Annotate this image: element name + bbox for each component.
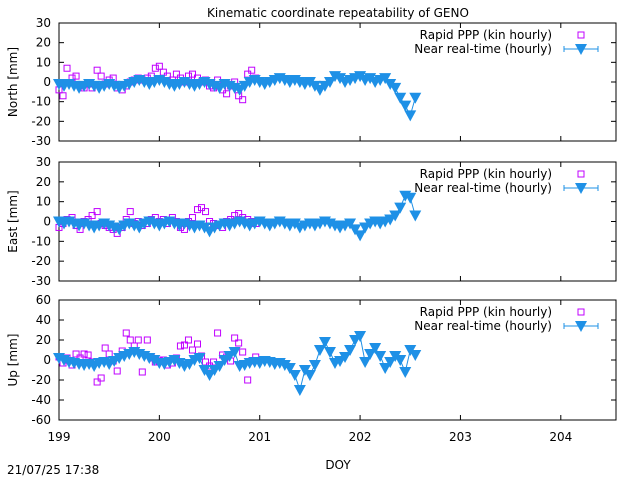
y-tick-label: -10 — [31, 234, 51, 248]
rapid-ppp-point — [194, 341, 200, 347]
x-axis-label: DOY — [325, 458, 351, 472]
nrt-point — [314, 345, 326, 356]
y-tick-label: 30 — [36, 16, 51, 30]
legend-label-rapid-ppp: Rapid PPP (kin hourly) — [420, 305, 552, 319]
rapid-ppp-point — [127, 337, 133, 343]
y-tick-label: 20 — [36, 36, 51, 50]
legend-label-rapid-ppp: Rapid PPP (kin hourly) — [420, 167, 552, 181]
rapid-ppp-point — [94, 67, 100, 73]
rapid-ppp-point — [139, 369, 145, 375]
up-panel: 60 40 20 0 -20 -40 -60 Up [mm] Rapid PPP (kin ho… — [6, 293, 616, 427]
x-tick-label: 201 — [248, 430, 271, 444]
rapid-ppp-point — [224, 91, 230, 97]
rapid-ppp-point — [215, 330, 221, 336]
nrt-point — [404, 110, 416, 121]
x-tick-label: 200 — [148, 430, 171, 444]
nrt-point — [289, 370, 301, 381]
y-tick-label: 60 — [36, 293, 51, 307]
y-axis-label: East [mm] — [6, 190, 20, 252]
x-tick-labels: 199 200 201 202 203 204 — [48, 430, 573, 444]
x-tick-label: 204 — [549, 430, 572, 444]
rapid-ppp-point — [236, 211, 242, 217]
legend-label-rapid-ppp: Rapid PPP (kin hourly) — [420, 28, 552, 42]
y-axis-label: Up [mm] — [6, 334, 20, 387]
nrt-point — [294, 385, 306, 396]
rapid-ppp-point — [64, 65, 70, 71]
rapid-ppp-point — [245, 377, 251, 383]
rapid-ppp-point — [249, 67, 255, 73]
y-tick-label: 40 — [36, 313, 51, 327]
y-tick-label: -40 — [31, 393, 51, 407]
nrt-point — [399, 101, 411, 112]
y-tick-label: 10 — [36, 195, 51, 209]
rapid-ppp-point — [173, 71, 179, 77]
timestamp: 21/07/25 17:38 — [7, 463, 99, 477]
nrt-point — [304, 370, 316, 381]
rapid-ppp-point — [189, 347, 195, 353]
x-tick-label: 199 — [48, 430, 71, 444]
y-tick-label: -60 — [31, 413, 51, 427]
y-tick-label: 10 — [36, 55, 51, 69]
x-tick-label: 202 — [349, 430, 372, 444]
y-tick-label: -20 — [31, 254, 51, 268]
rapid-ppp-point — [203, 209, 209, 215]
legend-label-nrt: Near real-time (hourly) — [414, 42, 552, 56]
x-tick-label: 203 — [449, 430, 472, 444]
y-tick-label: -10 — [31, 95, 51, 109]
nrt-point — [409, 211, 421, 222]
legend-label-nrt: Near real-time (hourly) — [414, 181, 552, 195]
y-tick-label: 20 — [36, 175, 51, 189]
y-tick-label: 20 — [36, 333, 51, 347]
rapid-ppp-point — [189, 215, 195, 221]
legend-marker-rapid-ppp — [578, 32, 584, 38]
legend-marker-rapid-ppp — [578, 171, 584, 177]
rapid-ppp-point — [203, 359, 209, 365]
y-axis-label: North [mm] — [6, 47, 20, 117]
rapid-ppp-point — [240, 349, 246, 355]
y-tick-label: -20 — [31, 114, 51, 128]
y-tick-label: -30 — [31, 134, 51, 148]
east-panel: 30 20 10 0 -10 -20 -30 East [mm] Rapid PPP (kin … — [6, 155, 616, 288]
y-tick-label: 0 — [43, 215, 51, 229]
rapid-ppp-point — [199, 205, 205, 211]
rapid-ppp-point — [240, 97, 246, 103]
rapid-ppp-point — [94, 379, 100, 385]
nrt-point — [409, 350, 421, 361]
rapid-ppp-point — [135, 337, 141, 343]
nrt-point — [374, 351, 386, 362]
y-tick-label: -30 — [31, 274, 51, 288]
y-tick-label: 30 — [36, 155, 51, 169]
rapid-ppp-point — [194, 207, 200, 213]
nrt-point — [409, 93, 421, 104]
chart-title: Kinematic coordinate repeatability of GE… — [207, 6, 469, 20]
legend-label-nrt: Near real-time (hourly) — [414, 319, 552, 333]
nrt-point — [399, 367, 411, 378]
rapid-ppp-point — [144, 337, 150, 343]
north-panel: 30 20 10 0 -10 -20 -30 North [mm] Rapid PPP (kin… — [6, 16, 616, 148]
y-tick-label: -20 — [31, 373, 51, 387]
y-tick-label: 0 — [43, 75, 51, 89]
rapid-ppp-point — [73, 73, 79, 79]
nrt-point — [324, 347, 336, 358]
rapid-ppp-point — [102, 345, 108, 351]
rapid-ppp-point — [160, 69, 166, 75]
rapid-ppp-point — [73, 351, 79, 357]
rapid-ppp-point — [156, 63, 162, 69]
rapid-ppp-point — [60, 93, 66, 99]
y-tick-label: 0 — [43, 353, 51, 367]
figure: Kinematic coordinate repeatability of GE… — [0, 0, 640, 480]
rapid-ppp-point — [123, 330, 129, 336]
nrt-point — [309, 360, 321, 371]
legend-marker-rapid-ppp — [578, 309, 584, 315]
rapid-ppp-point — [98, 73, 104, 79]
rapid-ppp-point — [127, 209, 133, 215]
rapid-ppp-point — [152, 65, 158, 71]
nrt-point — [354, 230, 366, 241]
nrt-point — [359, 357, 371, 368]
rapid-ppp-point — [98, 375, 104, 381]
rapid-ppp-point — [114, 368, 120, 374]
